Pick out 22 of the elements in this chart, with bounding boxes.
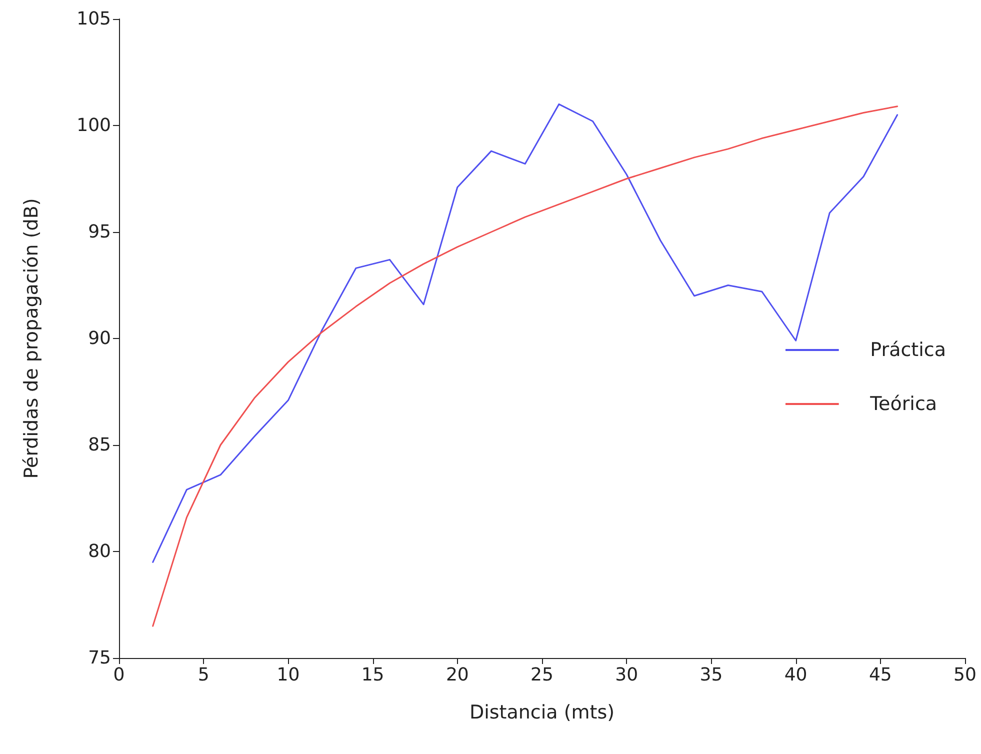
x-axis-title: Distancia (mts) xyxy=(469,702,615,724)
x-tick-label: 20 xyxy=(446,664,469,686)
x-tick-label: 45 xyxy=(868,664,892,686)
x-tick-label: 30 xyxy=(615,664,638,686)
y-axis-title: Pérdidas de propagación (dB) xyxy=(20,198,42,479)
y-tick-label: 90 xyxy=(88,328,111,349)
y-tick-label: 100 xyxy=(76,115,111,136)
x-tick-label: 5 xyxy=(198,664,210,686)
legend-label: Teórica xyxy=(869,393,938,415)
x-tick-label: 25 xyxy=(530,664,554,686)
y-tick-label: 75 xyxy=(88,648,111,668)
x-tick-label: 10 xyxy=(276,664,300,686)
x-tick-label: 40 xyxy=(784,664,808,686)
legend-label: Práctica xyxy=(870,339,946,361)
x-tick-label: 0 xyxy=(113,664,125,686)
x-tick-label: 50 xyxy=(954,664,976,686)
y-tick-label: 95 xyxy=(88,222,111,242)
x-tick-label: 15 xyxy=(361,664,384,686)
x-tick-label: 35 xyxy=(700,664,723,686)
y-tick-label: 85 xyxy=(88,434,111,456)
y-tick-label: 80 xyxy=(88,541,111,562)
y-tick-label: 105 xyxy=(76,8,111,30)
